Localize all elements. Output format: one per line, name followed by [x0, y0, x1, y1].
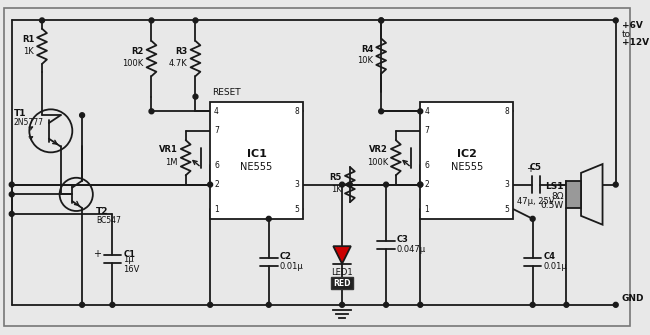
Text: 5: 5: [294, 205, 299, 213]
Text: 8: 8: [504, 107, 509, 116]
Circle shape: [379, 18, 384, 23]
Text: 100K: 100K: [367, 158, 388, 167]
Circle shape: [418, 109, 422, 114]
Text: +12V: +12V: [621, 39, 649, 47]
Text: 1K: 1K: [332, 185, 342, 194]
Text: VR1: VR1: [159, 145, 178, 154]
Circle shape: [149, 18, 154, 23]
Text: T2: T2: [96, 207, 109, 216]
Text: 4: 4: [214, 107, 219, 116]
Text: NE555: NE555: [240, 162, 273, 172]
Circle shape: [9, 192, 14, 197]
Circle shape: [384, 303, 389, 307]
Circle shape: [266, 303, 271, 307]
Text: LED1: LED1: [332, 268, 353, 277]
Text: C2: C2: [280, 253, 291, 261]
Circle shape: [418, 182, 422, 187]
Circle shape: [149, 109, 154, 114]
Text: 1K: 1K: [23, 47, 34, 56]
Text: T1: T1: [14, 109, 26, 118]
Circle shape: [9, 182, 14, 187]
Text: 5: 5: [504, 205, 509, 213]
Text: 4: 4: [424, 107, 429, 116]
Text: NE555: NE555: [450, 162, 483, 172]
Text: 1M: 1M: [165, 158, 178, 167]
Circle shape: [348, 182, 352, 187]
Circle shape: [614, 303, 618, 307]
Text: R4: R4: [361, 45, 373, 54]
Polygon shape: [581, 164, 603, 225]
Text: IC1: IC1: [246, 149, 266, 159]
Circle shape: [614, 182, 618, 187]
Text: LS1: LS1: [545, 182, 564, 191]
Text: BC547: BC547: [96, 216, 121, 225]
Text: 100K: 100K: [122, 59, 144, 68]
Text: 0.01μ: 0.01μ: [280, 262, 304, 271]
Text: 0.047μ: 0.047μ: [396, 245, 426, 254]
Circle shape: [110, 303, 115, 307]
Text: 2N5777: 2N5777: [14, 118, 44, 127]
Circle shape: [193, 18, 198, 23]
Circle shape: [193, 94, 198, 99]
Text: GND: GND: [621, 294, 644, 304]
Circle shape: [340, 182, 344, 187]
Text: +: +: [526, 164, 534, 174]
Text: C4: C4: [543, 253, 555, 261]
Circle shape: [9, 211, 14, 216]
Circle shape: [379, 109, 384, 114]
Circle shape: [208, 303, 213, 307]
Circle shape: [530, 303, 535, 307]
Circle shape: [40, 18, 44, 23]
Text: 2: 2: [214, 180, 219, 189]
Polygon shape: [333, 246, 351, 264]
Circle shape: [614, 18, 618, 23]
Text: 1: 1: [214, 205, 219, 213]
Text: 2: 2: [424, 180, 429, 189]
Circle shape: [266, 216, 271, 221]
Text: IC2: IC2: [457, 149, 476, 159]
Text: 7: 7: [214, 126, 219, 135]
Text: C1: C1: [123, 250, 135, 259]
Text: 7: 7: [424, 126, 429, 135]
Text: 6: 6: [424, 160, 429, 170]
Circle shape: [418, 182, 422, 187]
Text: R2: R2: [131, 47, 144, 56]
Text: 47μ, 25V: 47μ, 25V: [517, 197, 555, 206]
Bar: [332, 277, 353, 289]
Text: R1: R1: [22, 35, 34, 44]
Circle shape: [80, 303, 84, 307]
Text: 0.01μ: 0.01μ: [543, 262, 567, 271]
Text: +6V: +6V: [621, 21, 642, 30]
Circle shape: [384, 182, 389, 187]
Bar: [421, 102, 513, 219]
Bar: [566, 181, 581, 208]
Circle shape: [564, 303, 569, 307]
Text: 3: 3: [504, 180, 509, 189]
Circle shape: [208, 182, 213, 187]
Text: C5: C5: [530, 163, 542, 172]
Text: 8: 8: [294, 107, 299, 116]
Circle shape: [340, 303, 344, 307]
Text: 1: 1: [424, 205, 429, 213]
Circle shape: [418, 303, 422, 307]
Text: 6: 6: [214, 160, 219, 170]
Text: 1μ
16V: 1μ 16V: [123, 255, 140, 274]
Circle shape: [80, 113, 84, 118]
Text: VR2: VR2: [369, 145, 388, 154]
Circle shape: [379, 18, 384, 23]
Text: 10K: 10K: [358, 57, 373, 65]
Text: +: +: [93, 250, 101, 260]
Text: RED: RED: [333, 279, 351, 288]
Text: RESET: RESET: [212, 88, 240, 96]
Bar: [210, 102, 303, 219]
Text: 0.5W: 0.5W: [540, 201, 564, 210]
Text: 8Ω: 8Ω: [551, 192, 564, 201]
Text: R5: R5: [330, 173, 342, 182]
Circle shape: [530, 216, 535, 221]
Text: 3: 3: [294, 180, 299, 189]
Text: 4.7K: 4.7K: [169, 59, 188, 68]
Text: to: to: [621, 29, 630, 39]
Text: C3: C3: [396, 235, 409, 244]
Text: R3: R3: [176, 47, 188, 56]
